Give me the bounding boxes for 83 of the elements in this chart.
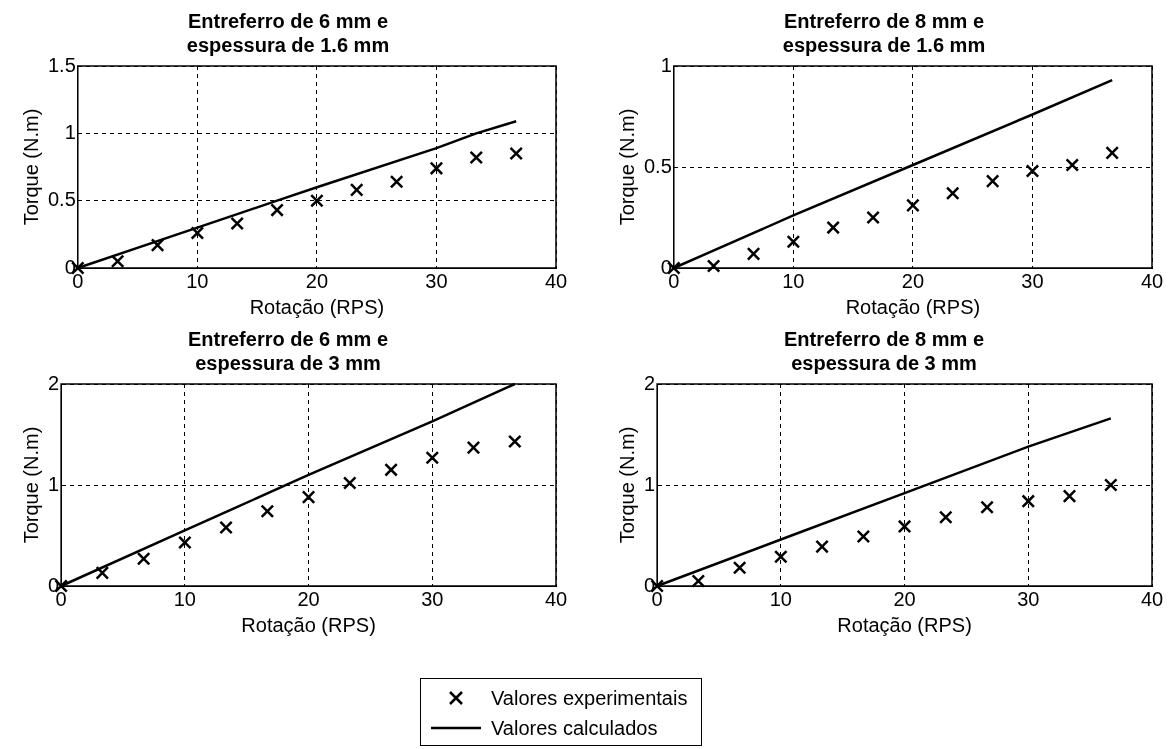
point bbox=[938, 510, 953, 525]
y-tick-label: 1 bbox=[644, 472, 656, 495]
point bbox=[507, 434, 522, 449]
y-axis-title: Torque (N.m) bbox=[615, 108, 638, 226]
chart-title: Entreferro de 8 mm e espessura de 1.6 mm bbox=[782, 9, 986, 56]
point bbox=[980, 500, 994, 515]
point bbox=[310, 193, 324, 208]
x-tick-label: 30 bbox=[421, 587, 444, 610]
legend-label: Valores experimentais bbox=[491, 686, 688, 710]
point bbox=[906, 198, 920, 213]
x-tick-label: 40 bbox=[544, 587, 568, 610]
x-tick-label: 30 bbox=[1021, 269, 1044, 292]
point bbox=[389, 174, 404, 189]
point bbox=[1065, 158, 1080, 172]
x-tick-label: 20 bbox=[901, 269, 925, 292]
x-tick-label: 20 bbox=[305, 269, 329, 292]
point bbox=[1021, 494, 1036, 509]
point bbox=[301, 490, 316, 505]
x-tick-label: 20 bbox=[297, 587, 320, 610]
point bbox=[826, 220, 841, 235]
y-tick-label: 0.5 bbox=[47, 188, 76, 211]
point bbox=[773, 549, 788, 564]
point bbox=[342, 476, 357, 490]
chart-title: Entreferro de 6 mm e espessura de 1.6 mm bbox=[186, 9, 390, 56]
point bbox=[349, 182, 364, 197]
y-tick-label: 1 bbox=[64, 120, 76, 143]
x-tick-label: 40 bbox=[544, 269, 568, 292]
y-tick-label: 1 bbox=[660, 53, 672, 76]
x-axis-title: Rotação (RPS) bbox=[241, 613, 376, 636]
point bbox=[815, 539, 829, 554]
x-tick-label: 40 bbox=[1140, 587, 1164, 610]
point bbox=[786, 234, 801, 249]
x-tick-label: 30 bbox=[425, 269, 448, 292]
point bbox=[509, 146, 524, 161]
point bbox=[746, 246, 761, 261]
x-tick-label: 10 bbox=[782, 269, 805, 292]
y-axis-title: Torque (N.m) bbox=[19, 426, 42, 544]
point bbox=[95, 565, 110, 580]
point bbox=[985, 174, 1000, 189]
point bbox=[177, 535, 192, 550]
point bbox=[945, 186, 960, 201]
point bbox=[1025, 164, 1040, 178]
point bbox=[897, 519, 912, 534]
point bbox=[110, 254, 125, 269]
y-axis-title: Torque (N.m) bbox=[615, 426, 638, 544]
point bbox=[1103, 478, 1118, 492]
point bbox=[150, 238, 165, 253]
point bbox=[136, 551, 151, 566]
x-axis-title: Rotação (RPS) bbox=[845, 295, 981, 318]
point bbox=[1105, 145, 1120, 160]
point bbox=[466, 440, 481, 455]
x-axis-title: Rotação (RPS) bbox=[249, 295, 385, 318]
legend-label: Valores calculados bbox=[491, 716, 658, 740]
y-tick-label: 1 bbox=[48, 472, 60, 495]
point bbox=[384, 462, 398, 477]
x-axis-title: Rotação (RPS) bbox=[837, 613, 972, 636]
y-tick-label: 1.5 bbox=[47, 53, 76, 76]
x-tick-label: 10 bbox=[186, 269, 209, 292]
point bbox=[469, 150, 484, 165]
chart-title: Entreferro de 6 mm e espessura de 3 mm bbox=[187, 327, 389, 374]
point bbox=[425, 450, 440, 465]
point bbox=[270, 203, 284, 217]
x-tick-label: 20 bbox=[893, 587, 916, 610]
point bbox=[260, 504, 275, 519]
point bbox=[230, 216, 245, 231]
x-tick-label: 10 bbox=[173, 587, 196, 610]
x-tick-label: 40 bbox=[1140, 269, 1164, 292]
point bbox=[856, 529, 871, 544]
y-tick-label: 2 bbox=[48, 371, 60, 394]
point bbox=[706, 259, 721, 273]
chart-title: Entreferro de 8 mm e espessura de 3 mm bbox=[783, 327, 985, 374]
point bbox=[219, 520, 233, 535]
y-tick-label: 2 bbox=[644, 371, 656, 394]
x-tick-label: 10 bbox=[769, 587, 792, 610]
point bbox=[429, 161, 444, 176]
point bbox=[1062, 489, 1077, 504]
y-axis-title: Torque (N.m) bbox=[19, 108, 42, 226]
point bbox=[691, 574, 706, 588]
x-tick-label: 30 bbox=[1017, 587, 1040, 610]
point bbox=[732, 560, 747, 575]
point bbox=[190, 226, 205, 240]
point bbox=[866, 210, 880, 225]
y-tick-label: 0.5 bbox=[643, 154, 672, 177]
